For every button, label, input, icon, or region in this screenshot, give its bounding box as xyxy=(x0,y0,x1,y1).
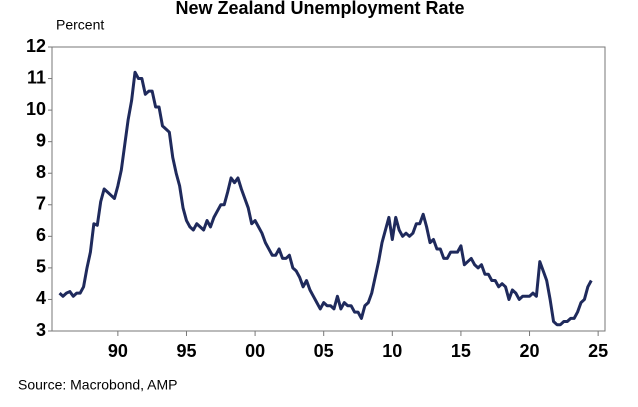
y-tick-label: 3 xyxy=(36,320,46,340)
y-axis-label: Percent xyxy=(56,17,104,33)
y-tick-label: 12 xyxy=(26,36,46,56)
y-tick-label: 9 xyxy=(36,130,46,150)
y-tick-label: 7 xyxy=(36,194,46,214)
y-tick-label: 8 xyxy=(36,162,46,182)
x-tick-label: 10 xyxy=(382,341,402,361)
x-tick-label: 20 xyxy=(520,341,540,361)
x-tick-label: 25 xyxy=(588,341,608,361)
data-line xyxy=(58,70,593,327)
source-note: Source: Macrobond, AMP xyxy=(18,377,178,393)
x-tick-label: 95 xyxy=(176,341,196,361)
y-tick-label: 4 xyxy=(36,288,46,308)
y-tick-label: 10 xyxy=(26,99,46,119)
chart-title: New Zealand Unemployment Rate xyxy=(175,0,464,18)
y-tick-label: 11 xyxy=(27,67,46,87)
y-tick-label: 5 xyxy=(36,257,46,277)
x-tick-label: 15 xyxy=(451,341,471,361)
x-tick-label: 05 xyxy=(314,341,334,361)
x-tick-label: 00 xyxy=(245,341,265,361)
y-tick-label: 6 xyxy=(36,225,46,245)
x-tick-label: 90 xyxy=(108,341,128,361)
plot-frame xyxy=(51,46,606,332)
